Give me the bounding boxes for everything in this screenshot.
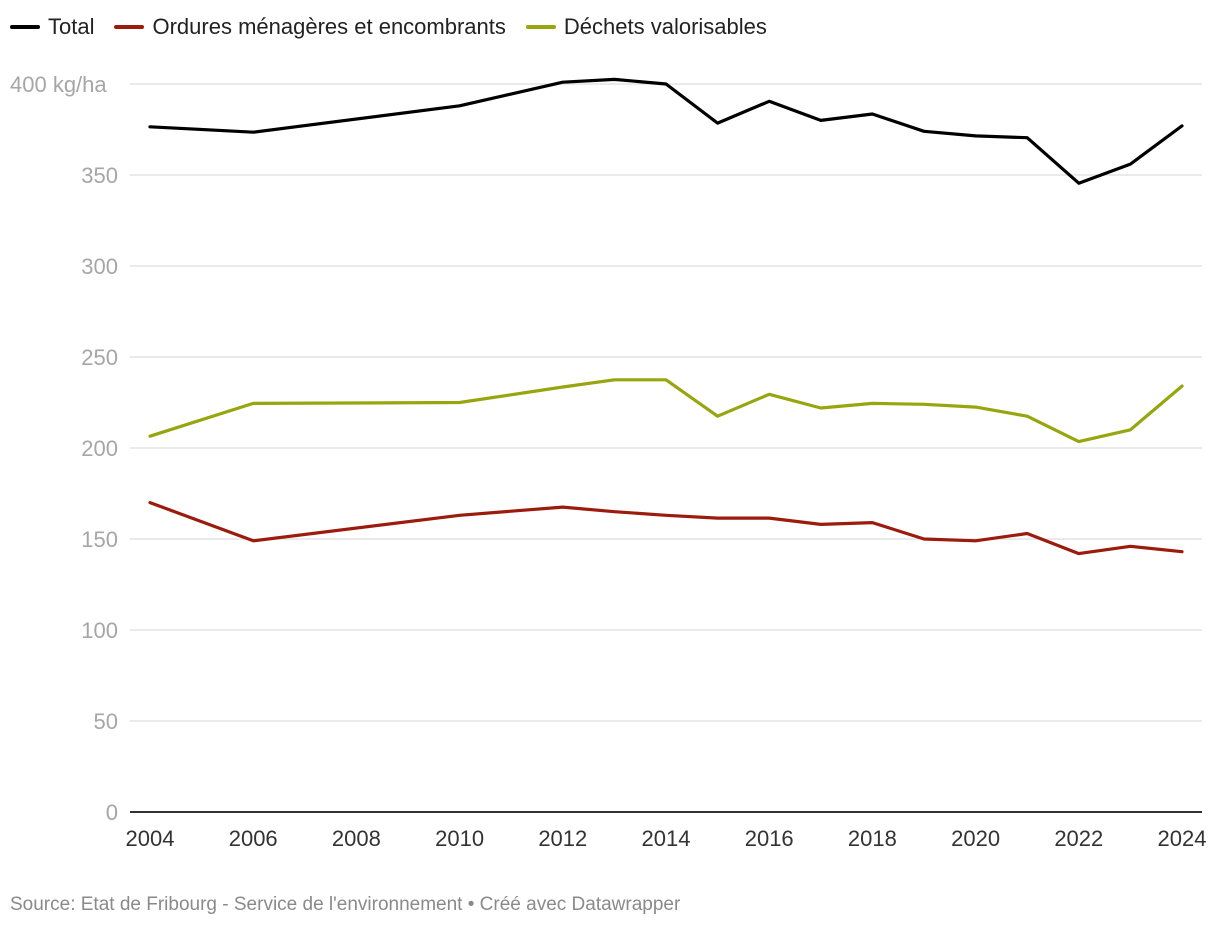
y-tick-label-350: 350 xyxy=(81,163,118,188)
legend-swatch-ordures xyxy=(114,25,145,29)
series-lines xyxy=(148,77,1184,556)
legend-item-ordures: Ordures ménagères et encombrants xyxy=(114,14,506,40)
legend-item-total: Total xyxy=(10,14,94,40)
chart-legend: Total Ordures ménagères et encombrants D… xyxy=(10,14,767,40)
x-axis: 2004 2006 2008 2010 2012 2014 2016 2018 2020 2022… xyxy=(126,811,1207,851)
series-line-ordures xyxy=(148,501,1184,556)
series-line-dechets xyxy=(148,378,1184,444)
y-axis-ticks: 0 50 100 150 200 250 300 350 400 kg/ha xyxy=(10,72,118,825)
x-tick-label-2014: 2014 xyxy=(642,826,691,851)
x-tick-label-2004: 2004 xyxy=(126,826,175,851)
x-tick-label-2010: 2010 xyxy=(435,826,484,851)
x-tick-label-2024: 2024 xyxy=(1158,826,1207,851)
x-tick-label-2016: 2016 xyxy=(745,826,794,851)
y-tick-label-150: 150 xyxy=(81,527,118,552)
x-tick-label-2020: 2020 xyxy=(951,826,1000,851)
y-tick-label-0: 0 xyxy=(106,800,118,825)
x-tick-label-2012: 2012 xyxy=(538,826,587,851)
x-tick-label-2008: 2008 xyxy=(332,826,381,851)
legend-swatch-total xyxy=(10,25,40,29)
y-tick-label-300: 300 xyxy=(81,254,118,279)
legend-label-total: Total xyxy=(48,14,95,39)
y-tick-label-200: 200 xyxy=(81,436,118,461)
y-tick-label-50: 50 xyxy=(94,709,118,734)
source-footer: Source: Etat de Fribourg - Service de l'… xyxy=(10,894,681,915)
legend-swatch-valorisables xyxy=(525,25,556,29)
y-tick-label-250: 250 xyxy=(81,345,118,370)
legend-item-valorisables: Déchets valorisables xyxy=(525,14,767,40)
y-tick-label-400: 400 kg/ha xyxy=(10,72,107,97)
legend-label-ordures: Ordures ménagères et encombrants xyxy=(152,14,506,39)
y-tick-label-100: 100 xyxy=(81,618,118,643)
x-tick-label-2018: 2018 xyxy=(848,826,897,851)
series-line-total xyxy=(148,77,1184,185)
x-tick-label-2006: 2006 xyxy=(229,826,278,851)
x-tick-label-2022: 2022 xyxy=(1054,826,1103,851)
legend-label-valorisables: Déchets valorisables xyxy=(563,14,767,39)
